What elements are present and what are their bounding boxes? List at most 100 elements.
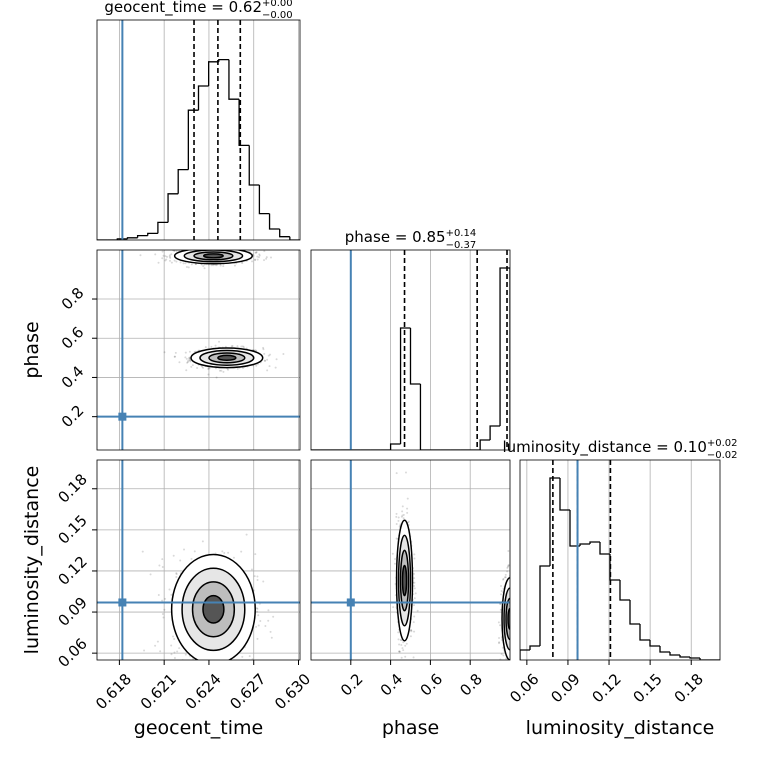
histogram-step xyxy=(197,85,209,111)
histogram-step xyxy=(669,652,680,656)
sample-point xyxy=(513,618,515,620)
sample-point xyxy=(248,655,251,658)
sample-point xyxy=(222,265,225,268)
sample-point xyxy=(224,345,227,348)
sample-point xyxy=(170,653,173,656)
sample-point xyxy=(190,263,193,266)
sample-point xyxy=(511,644,513,646)
sample-point xyxy=(512,569,514,571)
sample-point xyxy=(515,606,517,608)
sample-point xyxy=(499,624,502,627)
sample-point xyxy=(514,628,516,630)
sample-point xyxy=(513,617,515,619)
sample-point xyxy=(405,661,407,663)
sample-point xyxy=(412,604,415,607)
histogram-step xyxy=(258,185,270,215)
sample-point xyxy=(498,636,501,639)
sample-point xyxy=(270,256,273,259)
sample-point xyxy=(513,598,515,600)
sample-point xyxy=(513,658,515,660)
histogram-step xyxy=(238,99,250,147)
sample-point xyxy=(512,595,514,597)
histogram-step xyxy=(539,565,550,646)
sample-point xyxy=(515,643,517,645)
sample-point xyxy=(512,602,514,604)
sample-point xyxy=(510,634,512,636)
x-tick-label: 0.12 xyxy=(588,670,624,706)
sample-point xyxy=(511,632,513,634)
sample-point xyxy=(184,351,187,354)
sample-point xyxy=(173,651,176,654)
sample-point xyxy=(173,259,176,262)
sample-point xyxy=(398,650,401,653)
sample-point xyxy=(510,619,512,621)
sample-point xyxy=(510,617,512,619)
sample-point xyxy=(262,346,265,349)
sample-point xyxy=(515,627,517,629)
sample-point xyxy=(500,653,503,656)
sample-point xyxy=(512,615,514,617)
sample-point xyxy=(514,626,516,628)
sample-point xyxy=(513,599,515,601)
sample-point xyxy=(512,636,514,638)
panel-frame xyxy=(96,19,301,241)
sample-point xyxy=(413,630,416,633)
sample-point xyxy=(510,617,512,619)
sample-point xyxy=(163,351,166,354)
sample-point xyxy=(190,365,193,368)
sample-point xyxy=(406,671,408,673)
sample-point xyxy=(266,358,269,361)
histogram-step xyxy=(520,649,530,660)
sample-point xyxy=(245,248,247,250)
histogram-step xyxy=(268,213,280,230)
sample-point xyxy=(247,667,249,669)
panel-title: luminosity_distance = 0.10+0.02 xyxy=(502,438,737,457)
sample-point xyxy=(511,606,513,608)
sample-point xyxy=(272,668,274,670)
sample-point xyxy=(392,606,395,609)
sample-point xyxy=(503,666,505,668)
title-minus: −0.02 xyxy=(707,450,738,461)
sample-point xyxy=(513,619,515,621)
sample-point xyxy=(403,669,405,671)
sample-point xyxy=(275,358,278,361)
sample-point xyxy=(514,583,516,585)
sample-point xyxy=(512,631,514,633)
sample-point xyxy=(221,661,223,663)
sample-point xyxy=(173,355,176,358)
sample-point xyxy=(245,247,247,249)
sample-point xyxy=(168,255,171,258)
sample-point xyxy=(510,607,512,609)
sample-point xyxy=(178,647,181,650)
x-axis-label: luminosity_distance xyxy=(526,717,715,739)
sample-point xyxy=(412,656,415,659)
sample-point xyxy=(513,631,515,633)
sample-point xyxy=(221,550,224,553)
panel-frame xyxy=(310,459,511,661)
sample-point xyxy=(255,251,258,254)
sample-point xyxy=(512,580,514,582)
x-tick-label: 0.6 xyxy=(417,670,447,700)
y-tick-label: 0.09 xyxy=(54,594,90,630)
sample-point xyxy=(227,551,230,554)
sample-point xyxy=(236,660,238,662)
sample-point xyxy=(196,665,198,667)
sample-point xyxy=(513,627,515,629)
sample-point xyxy=(199,247,201,249)
sample-point xyxy=(512,604,514,606)
sample-point xyxy=(203,267,206,270)
sample-point xyxy=(504,576,507,579)
sample-point xyxy=(214,344,217,347)
sample-point xyxy=(511,667,513,669)
sample-point xyxy=(511,630,513,632)
sample-point xyxy=(511,572,513,574)
sample-point xyxy=(187,266,190,269)
title-text: luminosity_distance = 0.10 xyxy=(502,438,706,457)
sample-point xyxy=(512,625,514,627)
scatter-panel xyxy=(97,460,300,670)
y-axis-label: phase xyxy=(21,321,43,378)
sample-point xyxy=(196,366,199,369)
sample-point xyxy=(512,599,514,601)
sample-point xyxy=(514,616,516,618)
sample-point xyxy=(263,359,266,362)
